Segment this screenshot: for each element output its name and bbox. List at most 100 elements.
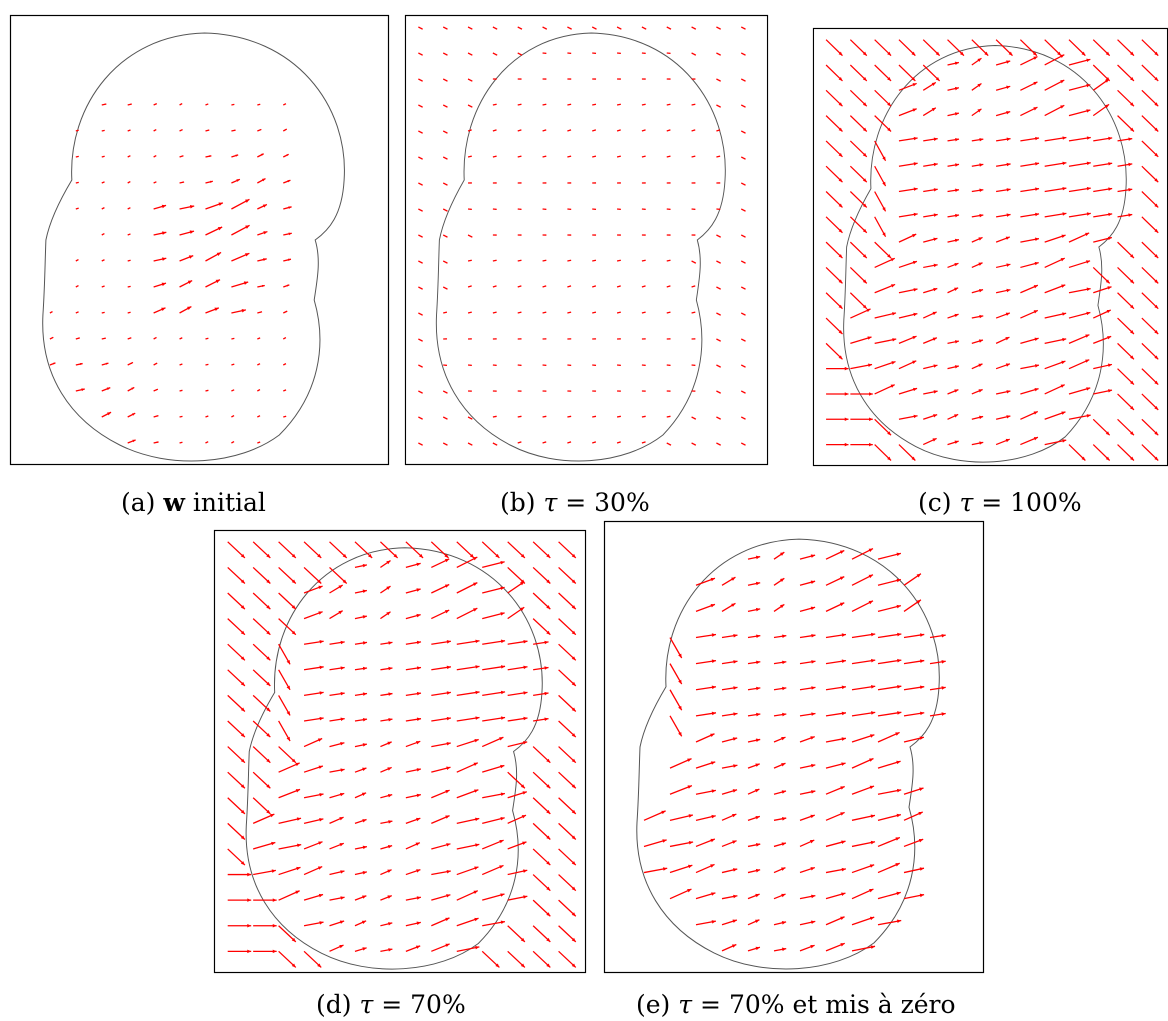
vector-arrow-head xyxy=(416,869,421,873)
vector-arrows xyxy=(825,39,1159,461)
vector-field-svg-e xyxy=(603,520,985,974)
vector-arrow-head xyxy=(594,415,596,418)
vector-arrow-head xyxy=(420,365,423,368)
vector-arrow xyxy=(405,541,424,559)
vector-arrow-head xyxy=(933,390,938,394)
vector-arrow-head xyxy=(284,337,286,339)
vector-arrow-head xyxy=(756,712,761,717)
vector-arrow-head xyxy=(594,52,597,54)
vector-arrow-head xyxy=(266,579,271,584)
vector-arrow-head xyxy=(470,311,472,314)
vector-arrow-head xyxy=(495,285,497,287)
vector-arrow-head xyxy=(470,182,472,184)
vector-arrow-head xyxy=(1032,51,1037,56)
vector-arrow-head xyxy=(755,815,760,820)
vector-arrow xyxy=(1117,393,1135,411)
vector-arrow-head xyxy=(473,557,478,561)
vector-arrow-head xyxy=(362,767,367,772)
vector-arrow-head xyxy=(782,686,787,691)
vector-arrow-head xyxy=(919,893,925,898)
vector-arrow-head xyxy=(474,789,479,793)
vector-arrow-head xyxy=(979,188,984,193)
vector-arrow-head xyxy=(361,920,367,925)
vector-arrow xyxy=(558,950,577,968)
vector-arrow-head xyxy=(445,235,448,238)
vector-arrow-head xyxy=(718,235,721,238)
vector-arrow-head xyxy=(571,912,576,917)
vector-arrow-head xyxy=(129,155,131,157)
vector-arrow-head xyxy=(420,79,423,82)
vector-arrow-head xyxy=(569,338,572,340)
vector-arrow xyxy=(874,39,892,57)
vector-arrow-head xyxy=(870,814,875,819)
vector-arrow-head xyxy=(838,102,843,107)
vector-arrow-head xyxy=(693,103,696,106)
vector-arrow-head xyxy=(291,630,296,635)
vector-arrow-head xyxy=(420,131,423,134)
vector-arrow-head xyxy=(446,894,451,898)
panel-frame xyxy=(603,520,985,974)
vector-arrow-head xyxy=(678,731,682,737)
vector-arrow-head xyxy=(1060,105,1065,109)
vector-arrow-head xyxy=(162,257,167,261)
vector-arrow xyxy=(874,241,892,259)
vector-arrow-head xyxy=(129,181,131,183)
vector-arrow-head xyxy=(644,234,646,236)
vector-arrow-head xyxy=(569,27,572,30)
vector-arrow-head xyxy=(1086,109,1091,113)
vector-arrow-head xyxy=(871,685,876,689)
vector-arrow-head xyxy=(1154,304,1159,309)
vector-arrow-head xyxy=(260,153,264,156)
vector-arrow-head xyxy=(840,916,845,921)
vector-arrow-head xyxy=(520,78,522,80)
vector-arrow xyxy=(303,950,322,968)
vector-arrow-head xyxy=(1086,83,1091,88)
vector-field-svg-a xyxy=(9,14,390,466)
vector-arrow-head xyxy=(155,181,157,183)
vector-arrow-head xyxy=(979,288,984,293)
vector-arrow-head xyxy=(644,415,646,418)
vector-arrow-head xyxy=(209,180,213,184)
vector-arrow-head xyxy=(733,686,738,690)
vector-arrow-head xyxy=(520,208,522,210)
vector-arrow-head xyxy=(104,103,107,106)
vector-arrow-head xyxy=(523,691,528,695)
vector-arrow-head xyxy=(718,27,721,30)
vector-arrow-head xyxy=(260,311,263,313)
vector-arrow-head xyxy=(841,711,846,716)
vector-arrow-head xyxy=(1008,51,1013,56)
vector-arrow-head xyxy=(500,764,505,769)
vector-arrow-head xyxy=(841,762,846,766)
vector-arrow-head xyxy=(500,586,505,591)
vector-arrow-head xyxy=(445,53,448,56)
vector-arrow-head xyxy=(932,438,937,442)
vector-arrow-head xyxy=(731,577,736,581)
vector-arrow-head xyxy=(862,203,867,208)
vector-arrow-head xyxy=(693,311,696,314)
vector-arrow xyxy=(825,191,843,208)
vector-arrow-head xyxy=(838,51,843,56)
vector-arrow-head xyxy=(743,53,746,56)
vector-arrow-head xyxy=(619,103,621,106)
vector-arrow-head xyxy=(743,365,746,368)
vector-arrow-head xyxy=(594,259,596,262)
vector-arrow-head xyxy=(546,937,551,942)
vector-arrow xyxy=(227,669,246,687)
vector-arrow xyxy=(278,925,297,943)
vector-arrow-head xyxy=(546,861,551,866)
vector-arrow-head xyxy=(887,76,892,81)
vector-arrow-head xyxy=(1057,51,1062,56)
vector-arrow-head xyxy=(387,793,393,798)
vector-arrow-head xyxy=(469,553,474,558)
vector-arrow-head xyxy=(1154,431,1159,436)
vector-field-svg-c xyxy=(812,27,1168,467)
vector-arrow-head xyxy=(619,259,621,262)
vector-arrow-head xyxy=(644,285,646,287)
vector-arrow-head xyxy=(711,711,717,716)
vector-arrow xyxy=(947,39,965,57)
vector-arrow-head xyxy=(913,212,918,217)
vector-arrow-head xyxy=(733,660,738,664)
vector-arrow xyxy=(898,39,916,57)
vector-arrow-head xyxy=(954,61,959,66)
vector-arrow-head xyxy=(520,963,525,968)
